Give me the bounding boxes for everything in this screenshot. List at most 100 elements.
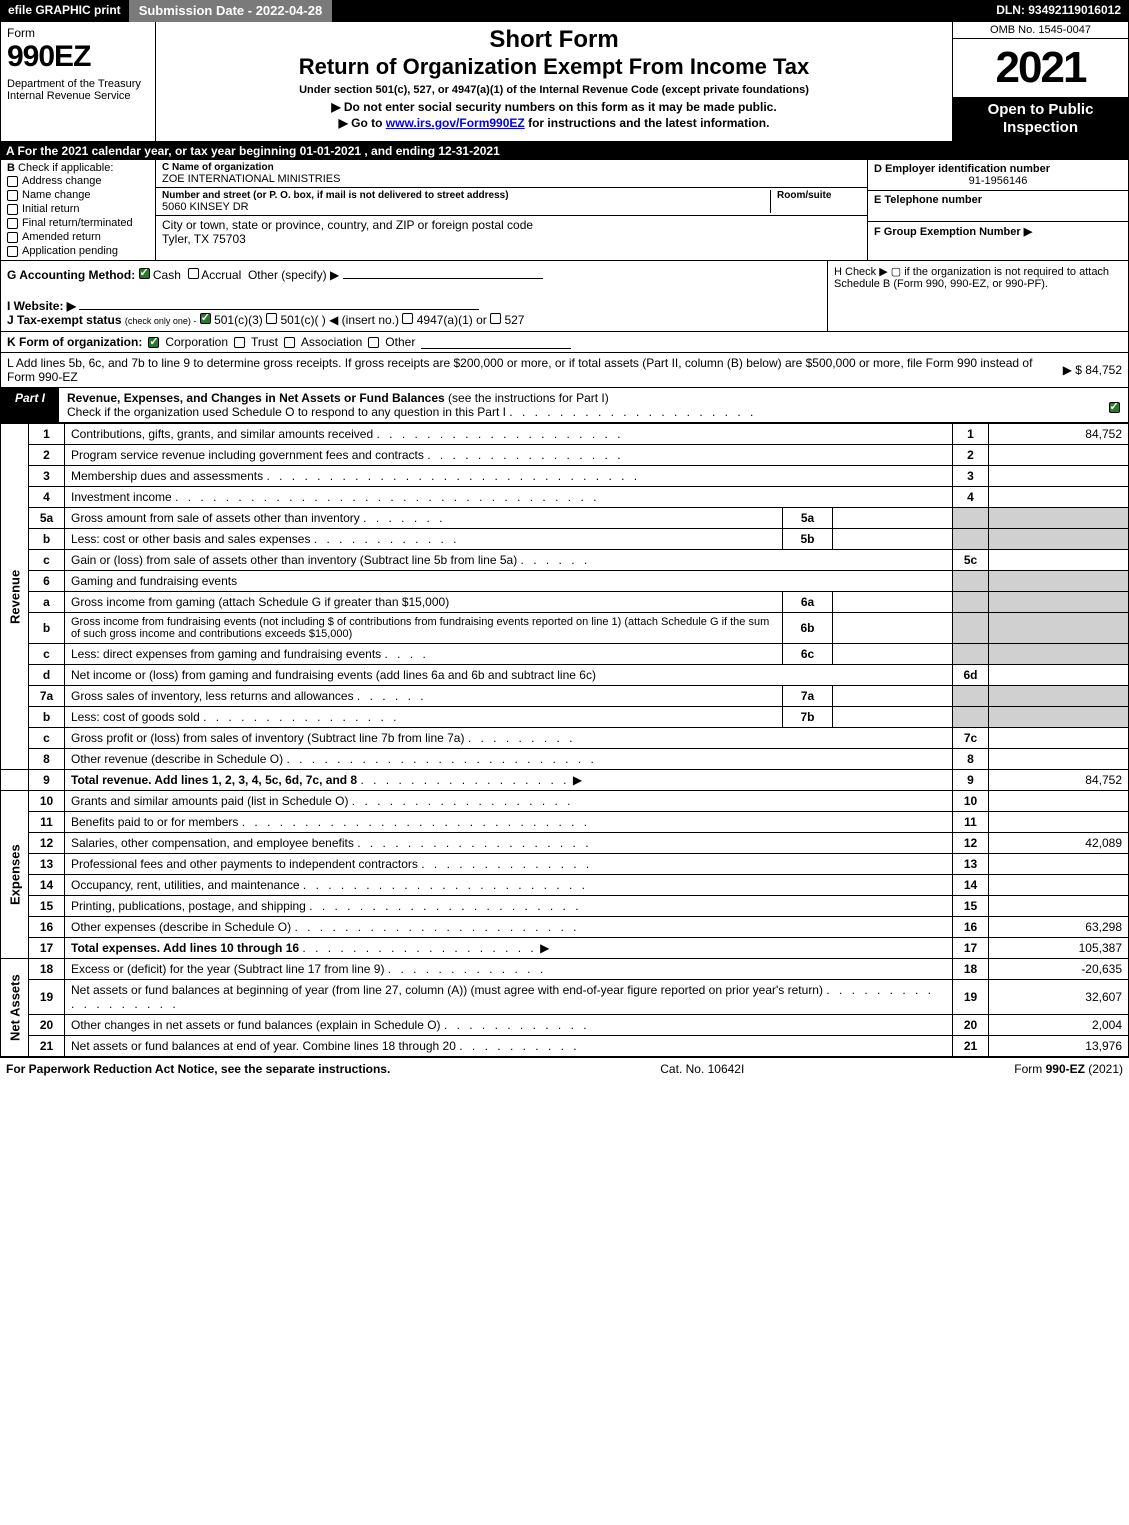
city-label: City or town, state or province, country…	[162, 218, 861, 232]
omb-number: OMB No. 1545-0047	[953, 22, 1128, 39]
schedule-o-checkbox-icon[interactable]	[1109, 402, 1120, 413]
line-text: Gross income from fundraising events (no…	[65, 613, 783, 644]
checkbox-cash-icon[interactable]	[139, 268, 150, 279]
line-num: b	[29, 613, 65, 644]
line-amount: 42,089	[989, 833, 1129, 854]
grey-cell	[953, 644, 989, 665]
line-10: Expenses 10 Grants and similar amounts p…	[1, 791, 1129, 812]
opt-label: Final return/terminated	[22, 217, 133, 229]
checkbox-501c3-icon[interactable]	[200, 313, 211, 324]
k-other: Other	[385, 335, 415, 349]
line-num: 11	[29, 812, 65, 833]
checkbox-other-icon[interactable]	[368, 337, 379, 348]
line-num: 9	[29, 770, 65, 791]
line-6b: b Gross income from fundraising events (…	[1, 613, 1129, 644]
opt-amended-return[interactable]: Amended return	[7, 230, 149, 244]
line-rnum: 8	[953, 749, 989, 770]
opt-name-change[interactable]: Name change	[7, 188, 149, 202]
line-amount	[989, 466, 1129, 487]
line-amount: 84,752	[989, 770, 1129, 791]
grey-cell	[953, 529, 989, 550]
line-text: Less: cost of goods sold . . . . . . . .…	[65, 707, 783, 728]
checkbox-assoc-icon[interactable]	[284, 337, 295, 348]
instruction-1: ▶ Do not enter social security numbers o…	[164, 100, 944, 114]
line-19: 19 Net assets or fund balances at beginn…	[1, 980, 1129, 1015]
line-6a: a Gross income from gaming (attach Sched…	[1, 592, 1129, 613]
checkbox-trust-icon[interactable]	[234, 337, 245, 348]
org-name-cell: C Name of organization ZOE INTERNATIONAL…	[156, 160, 867, 188]
sub-box: 6c	[783, 644, 833, 665]
line-text: Net assets or fund balances at end of ye…	[65, 1036, 953, 1057]
top-bar: efile GRAPHIC print Submission Date - 20…	[0, 0, 1129, 22]
open-inspection: Open to Public Inspection	[953, 97, 1128, 141]
k-corp: Corporation	[165, 335, 228, 349]
l-amount: ▶ $ 84,752	[1063, 363, 1122, 377]
line-amount: 2,004	[989, 1015, 1129, 1036]
opt-application-pending[interactable]: Application pending	[7, 244, 149, 258]
line-num: 17	[29, 938, 65, 959]
form-number: 990EZ	[7, 40, 149, 74]
checkbox-501c-icon[interactable]	[266, 313, 277, 324]
footer-center: Cat. No. 10642I	[660, 1062, 744, 1076]
form-header: Form 990EZ Department of the Treasury In…	[0, 22, 1129, 142]
line-rnum: 21	[953, 1036, 989, 1057]
grey-cell	[953, 508, 989, 529]
sub-amount	[833, 592, 953, 613]
h-schedule-b: H Check ▶ ▢ if the organization is not r…	[828, 261, 1128, 331]
opt-initial-return[interactable]: Initial return	[7, 202, 149, 216]
line-12: 12 Salaries, other compensation, and emp…	[1, 833, 1129, 854]
sub-amount	[833, 644, 953, 665]
line-num: c	[29, 728, 65, 749]
line-num: 20	[29, 1015, 65, 1036]
line-21: 21 Net assets or fund balances at end of…	[1, 1036, 1129, 1057]
checkbox-icon	[7, 204, 18, 215]
room-label: Room/suite	[777, 190, 861, 201]
expenses-side-label: Expenses	[1, 791, 29, 959]
line-13: 13 Professional fees and other payments …	[1, 854, 1129, 875]
line-amount	[989, 791, 1129, 812]
k-label: K Form of organization:	[7, 335, 142, 349]
line-15: 15 Printing, publications, postage, and …	[1, 896, 1129, 917]
line-text: Total revenue. Add lines 1, 2, 3, 4, 5c,…	[65, 770, 953, 791]
group-exemption-cell: F Group Exemption Number ▶	[868, 222, 1128, 241]
dln: DLN: 93492119016012	[988, 0, 1129, 22]
checkbox-527-icon[interactable]	[490, 313, 501, 324]
line-5a: 5a Gross amount from sale of assets othe…	[1, 508, 1129, 529]
line-7b: b Less: cost of goods sold . . . . . . .…	[1, 707, 1129, 728]
city: Tyler, TX 75703	[162, 232, 861, 246]
part1-tag: Part I	[1, 388, 59, 422]
sub-box: 7a	[783, 686, 833, 707]
checkbox-icon	[7, 190, 18, 201]
line-14: 14 Occupancy, rent, utilities, and maint…	[1, 875, 1129, 896]
header-left: Form 990EZ Department of the Treasury In…	[1, 22, 156, 141]
line-num: 12	[29, 833, 65, 854]
d-label: D Employer identification number	[874, 163, 1122, 175]
line-amount: 63,298	[989, 917, 1129, 938]
checkbox-corp-icon[interactable]	[148, 337, 159, 348]
line-amount: 13,976	[989, 1036, 1129, 1057]
checkbox-accrual-icon[interactable]	[188, 268, 199, 279]
efile-label[interactable]: efile GRAPHIC print	[0, 0, 129, 22]
line-num: 3	[29, 466, 65, 487]
addr-label: Number and street (or P. O. box, if mail…	[162, 190, 764, 201]
irs-link[interactable]: www.irs.gov/Form990EZ	[386, 116, 525, 130]
line-amount: 32,607	[989, 980, 1129, 1015]
instr2-suffix: for instructions and the latest informat…	[525, 116, 770, 130]
address: 5060 KINSEY DR	[162, 201, 764, 213]
main-title: Return of Organization Exempt From Incom…	[164, 54, 944, 80]
line-amount	[989, 728, 1129, 749]
other-specify-line	[343, 265, 543, 279]
checkbox-icon	[7, 176, 18, 187]
grey-cell	[989, 508, 1129, 529]
row-gh: G Accounting Method: Cash Accrual Other …	[0, 261, 1129, 332]
line-text: Benefits paid to or for members . . . . …	[65, 812, 953, 833]
line-8: 8 Other revenue (describe in Schedule O)…	[1, 749, 1129, 770]
line-6d: d Net income or (loss) from gaming and f…	[1, 665, 1129, 686]
part1-checkbox-cell	[1100, 388, 1128, 422]
grey-cell	[989, 613, 1129, 644]
opt-final-return[interactable]: Final return/terminated	[7, 216, 149, 230]
opt-address-change[interactable]: Address change	[7, 174, 149, 188]
ein-cell: D Employer identification number 91-1956…	[868, 160, 1128, 191]
checkbox-4947-icon[interactable]	[402, 313, 413, 324]
lines-table: Revenue 1 Contributions, gifts, grants, …	[0, 423, 1129, 1057]
